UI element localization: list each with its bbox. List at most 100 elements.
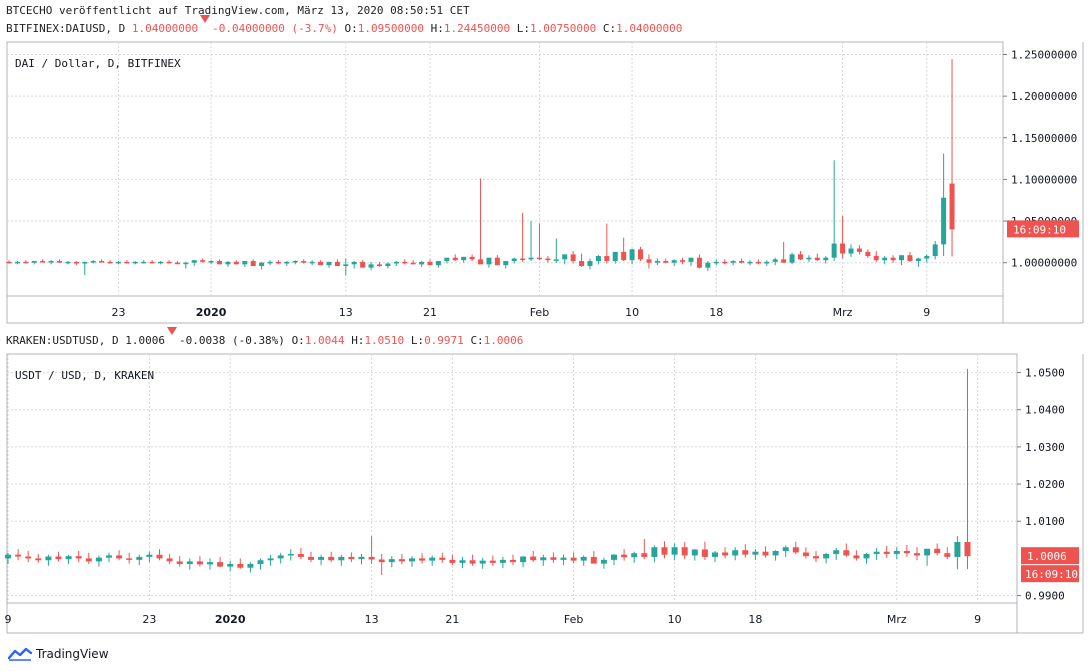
candle-body	[934, 548, 941, 554]
candle-body	[116, 555, 123, 559]
candle-body	[701, 549, 708, 557]
change-value: -0.04000000 (-3.7%)	[212, 22, 338, 35]
candle-body	[621, 554, 628, 558]
candle-body	[638, 249, 643, 260]
candle-body	[747, 261, 753, 264]
candle-body	[250, 261, 256, 267]
last-price: 1.04000000	[131, 22, 199, 35]
candle-body	[388, 559, 395, 563]
candle-body	[764, 261, 770, 264]
y-tick-label: 1.0200	[1025, 478, 1065, 491]
candle-body	[338, 556, 345, 561]
candle-body	[186, 561, 193, 564]
low-label: L:	[410, 334, 425, 347]
candle-body	[439, 557, 446, 560]
candle-body	[580, 556, 587, 561]
candle-body	[873, 551, 880, 554]
candle-body	[449, 559, 456, 563]
candle-body	[318, 261, 324, 266]
candle-body	[856, 248, 862, 252]
candle-body	[486, 257, 492, 265]
candle-body	[146, 554, 153, 557]
candle-body	[277, 555, 284, 559]
x-tick-label: 2020	[196, 306, 227, 319]
chart-frame	[6, 41, 1004, 324]
y-tick-label: 1.25000000	[1011, 48, 1077, 61]
x-tick-label: 18	[709, 306, 723, 319]
candle-body	[840, 243, 846, 254]
open-value: 1.09500000	[357, 22, 425, 35]
candle-body	[843, 550, 850, 556]
chart-title: DAI / Dollar, D, BITFINEX	[15, 57, 181, 70]
candle-body	[191, 260, 197, 263]
y-tick-label: 0.9900	[1025, 590, 1065, 603]
candle-body	[705, 262, 711, 268]
candle-body	[247, 563, 254, 568]
high-label: H:	[351, 334, 365, 347]
candle-body	[890, 257, 896, 261]
symbol-label[interactable]: BITFINEX:DAIUSD, D	[6, 22, 126, 35]
candle-body	[823, 553, 830, 559]
candle-body	[739, 261, 745, 263]
high-value: 1.24450000	[443, 22, 511, 35]
candle-body	[149, 261, 155, 264]
candle-body	[99, 261, 105, 263]
candle-body	[427, 261, 433, 266]
open-label: O:	[291, 334, 305, 347]
candle-body	[882, 257, 888, 261]
candle-body	[924, 256, 930, 259]
candle-body	[82, 261, 88, 264]
candle-body	[915, 258, 921, 262]
usdt-chart: 1.0500 1.0400 1.0300 1.0200 1.0100 0.9900 9 23 2…	[5, 353, 1084, 634]
x-tick-label: 9	[5, 613, 12, 626]
candle-body	[562, 254, 568, 260]
candle-body	[806, 257, 812, 260]
y-tick-label: 1.20000000	[1011, 90, 1077, 103]
candle-body	[944, 553, 951, 557]
candle-body	[853, 555, 860, 559]
y-tick-label: 1.00000000	[1011, 257, 1077, 270]
candle-body	[823, 257, 829, 261]
candle-body	[863, 553, 870, 559]
open-value: 1.0044	[304, 334, 345, 347]
candle-body	[520, 258, 526, 261]
candle-body	[132, 261, 138, 264]
candle-body	[166, 261, 172, 264]
candle-body	[326, 261, 332, 266]
candle-body	[45, 556, 52, 561]
candle-body	[691, 549, 698, 556]
candle-body	[696, 257, 702, 268]
x-tick-label: 9	[974, 613, 981, 626]
candle-body	[259, 262, 265, 267]
candle-body	[107, 261, 113, 264]
candle-body	[587, 261, 593, 267]
candle-body	[813, 556, 819, 559]
candle-body	[5, 554, 11, 559]
x-tick-label: 13	[339, 306, 353, 319]
close-value: 1.0006	[483, 334, 524, 347]
candle-body	[742, 550, 749, 555]
y-tick-label: 1.10000000	[1011, 173, 1077, 186]
candle-body	[227, 563, 234, 567]
candle-body	[621, 251, 627, 261]
candle-body	[730, 261, 736, 263]
candle-body	[612, 251, 618, 262]
candle-body	[90, 261, 96, 263]
tradingview-logo[interactable]: TradingView	[8, 644, 109, 664]
y-tick-label: 1.0500	[1025, 367, 1065, 380]
candle-body	[570, 254, 576, 262]
close-label: C:	[470, 334, 484, 347]
ohlc-header-dai: BITFINEX:DAIUSD, D 1.04000000 -0.04000000…	[6, 14, 682, 36]
candle-body	[398, 559, 405, 562]
candle-body	[932, 244, 938, 257]
candle-body	[48, 261, 54, 263]
chart-frame	[6, 353, 1018, 634]
candle-body	[196, 561, 203, 565]
candle-body	[520, 556, 527, 563]
candle-body	[540, 557, 547, 561]
candle-body	[949, 183, 955, 230]
candle-body	[75, 556, 82, 559]
symbol-label[interactable]: KRAKEN:USDTUSD, D	[6, 334, 119, 347]
candle-body	[883, 551, 890, 554]
